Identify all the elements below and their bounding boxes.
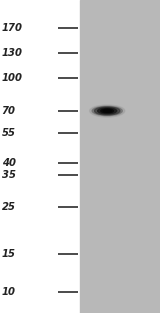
Ellipse shape xyxy=(92,106,122,115)
Text: 15: 15 xyxy=(2,249,16,259)
Bar xyxy=(0,0,80,313)
Text: 35: 35 xyxy=(2,171,16,181)
Text: 130: 130 xyxy=(2,48,23,58)
Text: 25: 25 xyxy=(2,202,16,212)
Text: 10: 10 xyxy=(2,287,16,297)
Text: 100: 100 xyxy=(2,73,23,83)
Ellipse shape xyxy=(103,110,111,112)
Ellipse shape xyxy=(101,109,114,113)
Text: 70: 70 xyxy=(2,106,16,116)
Ellipse shape xyxy=(94,107,120,115)
Text: 55: 55 xyxy=(2,128,16,138)
Bar xyxy=(80,0,160,313)
Ellipse shape xyxy=(98,108,117,114)
Ellipse shape xyxy=(90,105,125,117)
Text: 170: 170 xyxy=(2,23,23,33)
Text: 40: 40 xyxy=(2,158,16,168)
